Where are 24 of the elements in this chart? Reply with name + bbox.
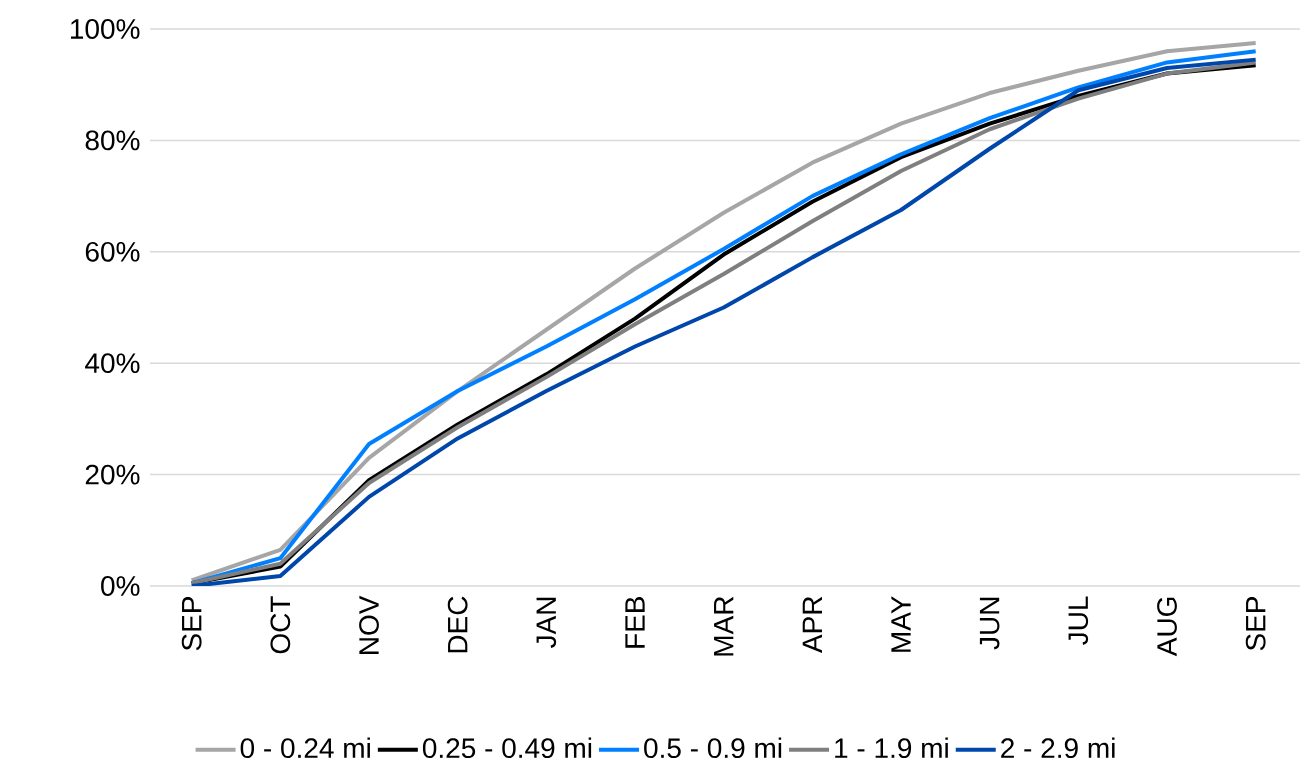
x-tick-label: MAY [891, 596, 911, 652]
x-tick-label: JUL [1068, 596, 1089, 645]
x-tick-label: DEC [447, 596, 468, 653]
x-tick-label: JAN [536, 597, 557, 648]
legend-label: 0.25 - 0.49 mi [422, 737, 592, 759]
legend-label: 1 - 1.9 mi [835, 737, 948, 759]
legend-label: 0 - 0.24 mi [240, 737, 370, 759]
y-tick-label: 80% [85, 130, 140, 151]
legend-label: 2 - 2.9 mi [1001, 737, 1115, 759]
x-tick-label: SEP [1245, 597, 1266, 651]
y-tick-label: 60% [85, 241, 140, 262]
x-tick-label: AUG [1157, 597, 1177, 657]
x-tick-label: FEB [625, 597, 645, 648]
y-tick-label: 0% [101, 576, 140, 596]
x-tick-label: NOV [359, 595, 379, 654]
x-tick-label: SEP [181, 597, 202, 651]
x-tick-label: APR [802, 596, 822, 654]
x-tick-label: JUN [979, 597, 1000, 650]
legend-label: 0.5 - 0.9 mi [644, 737, 782, 759]
y-tick-label: 40% [85, 353, 140, 374]
x-tick-label: OCT [270, 596, 291, 654]
y-tick-label: 100% [71, 19, 140, 39]
x-tick-label: MAR [714, 596, 734, 656]
y-tick-label: 20% [85, 464, 140, 485]
